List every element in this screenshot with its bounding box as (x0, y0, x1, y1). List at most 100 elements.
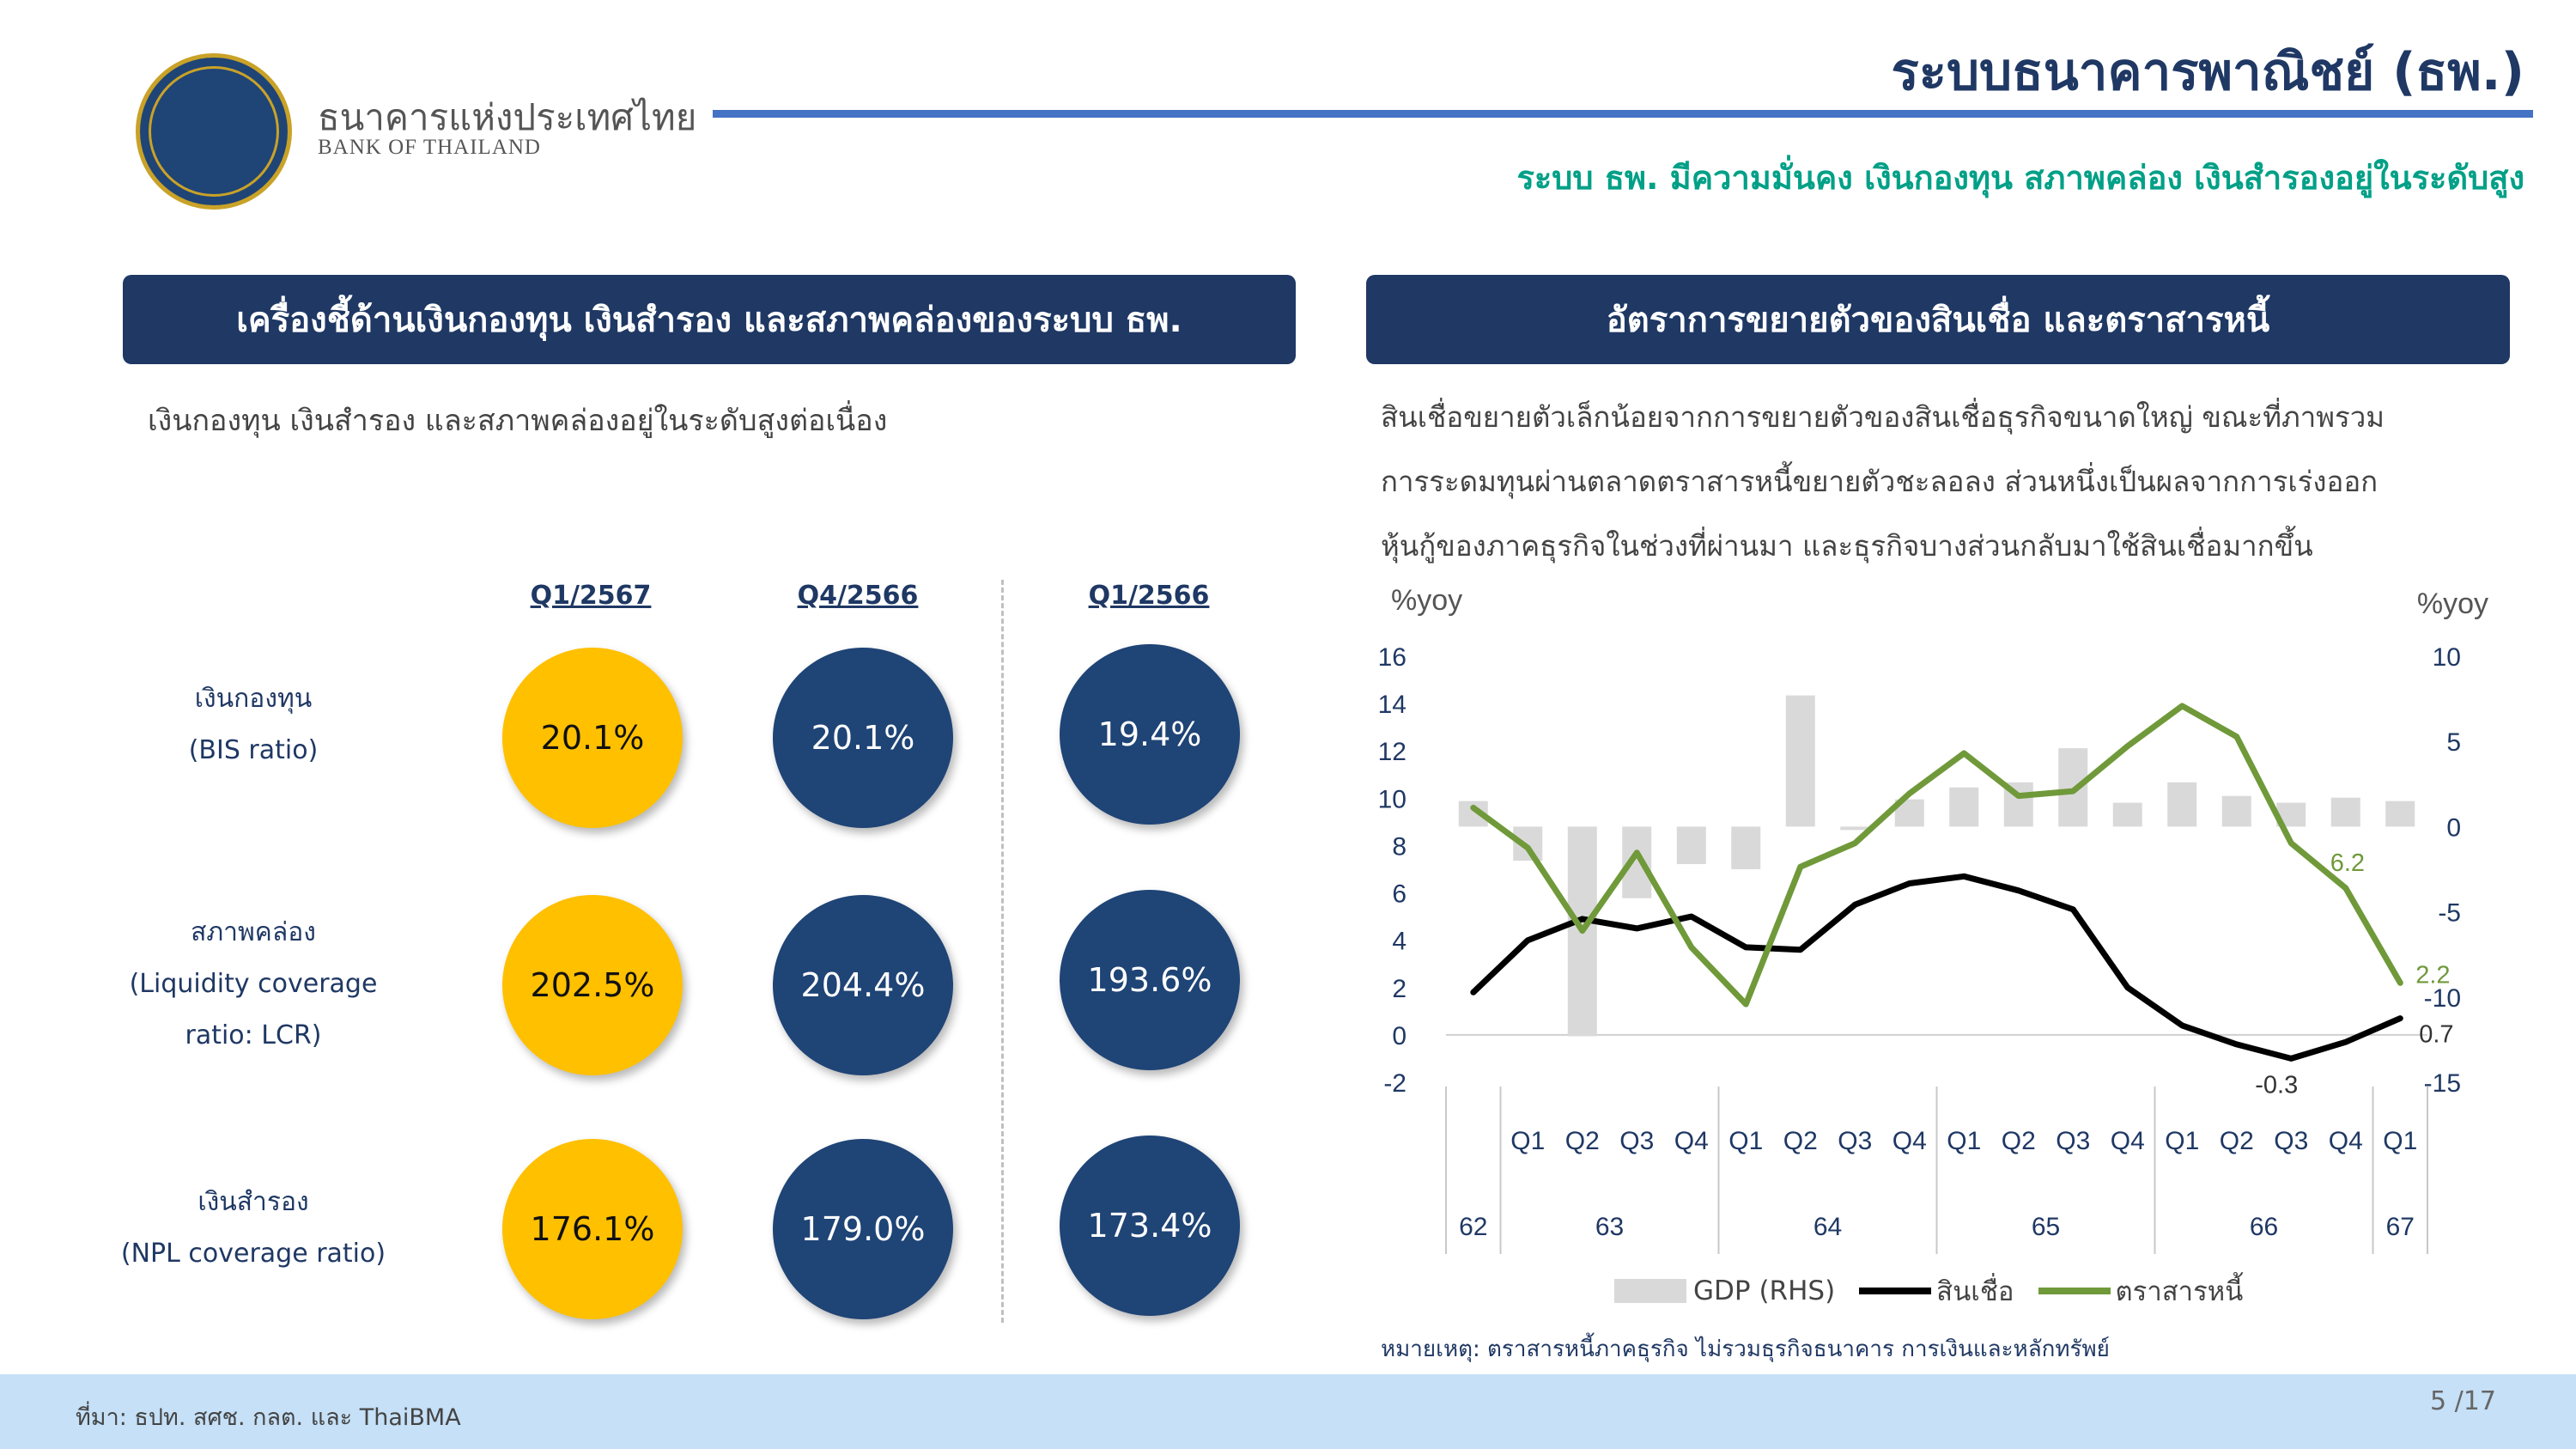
x-quarter-label: Q4 (1893, 1127, 1927, 1155)
row-label-liquidity: สภาพคล่อง (Liquidity coverage ratio: LCR… (82, 907, 425, 1062)
column-header-q1-2567: Q1/2567 (530, 581, 652, 611)
data-label: -0.3 (2255, 1071, 2298, 1099)
x-quarter-label: Q2 (1565, 1127, 1600, 1155)
y-left-tick-label: 14 (1378, 691, 1406, 719)
page-number: 5 /17 (2430, 1386, 2496, 1416)
left-panel-intro: เงินกองทุน เงินสำรอง และสภาพคล่องอยู่ในร… (148, 404, 888, 438)
x-quarter-label: Q1 (1728, 1127, 1763, 1155)
page-subtitle: ระบบ ธพ. มีความมั่นคง เงินกองทุน สภาพคล่… (1516, 159, 2524, 197)
loan-bond-growth-chart: %yoy %yoy1614121086420-21050-5-10-156.22.… (1378, 584, 2488, 1254)
x-quarter-label: Q4 (2111, 1127, 2145, 1155)
bank-logo (136, 53, 292, 210)
capital-q4-2566-bubble: 20.1% (773, 648, 953, 828)
y-left-axis-title: %yoy (1391, 584, 1462, 617)
chart-legend: GDP (RHS) สินเชื่อ ตราสารหนี้ (1614, 1269, 2267, 1312)
x-quarter-label: Q3 (1619, 1127, 1654, 1155)
gdp-bar (1949, 787, 1979, 827)
bonds-line (1470, 703, 2403, 1008)
gdp-bar (2112, 802, 2142, 827)
row-label-line: (Liquidity coverage (129, 969, 378, 999)
y-right-tick-label: 5 (2446, 728, 2461, 757)
chart-note: หมายเหตุ: ตราสารหนี้ภาคธุรกิจ ไม่รวมธุรก… (1381, 1336, 2110, 1362)
column-separator (1001, 580, 1004, 1323)
y-right-axis-title: %yoy (2417, 588, 2488, 620)
bank-name-en: BANK OF THAILAND (318, 136, 541, 159)
row-label-capital: เงินกองทุน (BIS ratio) (82, 673, 425, 776)
x-year-label: 62 (1459, 1213, 1487, 1241)
x-year-label: 64 (1814, 1213, 1842, 1241)
x-year-label: 63 (1595, 1213, 1624, 1241)
y-right-tick-label: 0 (2446, 813, 2461, 842)
y-left-tick-label: 8 (1392, 832, 1406, 861)
legend-gdp-swatch (1614, 1279, 1686, 1303)
row-label-line: สภาพคล่อง (191, 917, 316, 947)
loans-line (1470, 873, 2403, 1062)
legend-loans: สินเชื่อ (1859, 1269, 2014, 1312)
x-quarter-label: Q3 (1838, 1127, 1872, 1155)
legend-bonds: ตราสารหนี้ (2038, 1269, 2243, 1312)
x-quarter-label: Q4 (1674, 1127, 1709, 1155)
x-quarter-label: Q1 (1510, 1127, 1545, 1155)
data-label: 6.2 (2330, 849, 2365, 877)
y-left-tick-label: 16 (1378, 643, 1406, 672)
liquidity-q1-2566-bubble: 193.6% (1060, 890, 1240, 1070)
legend-loans-swatch (1859, 1288, 1932, 1294)
y-left-tick-label: -2 (1383, 1069, 1406, 1098)
y-right-tick-label: -15 (2424, 1069, 2461, 1098)
row-label-reserve: เงินสำรอง (NPL coverage ratio) (82, 1177, 425, 1280)
x-quarter-label: Q1 (2165, 1127, 2199, 1155)
y-left-tick-label: 4 (1392, 928, 1406, 956)
right-panel-header: อัตราการขยายตัวของสินเชื่อ และตราสารหนี้ (1366, 275, 2510, 364)
y-right-tick-label: 10 (2433, 643, 2461, 672)
x-quarter-label: Q2 (2002, 1127, 2036, 1155)
y-left-tick-label: 10 (1378, 785, 1406, 813)
reserve-q1-2567-bubble: 176.1% (502, 1139, 683, 1319)
bank-name-th: ธนาคารแห่งประเทศไทย (318, 96, 697, 138)
right-panel-intro: สินเชื่อขยายตัวเล็กน้อยจากการขยายตัวของส… (1381, 385, 2523, 578)
row-label-line: เงินกองทุน (194, 684, 313, 714)
x-quarter-label: Q1 (1947, 1127, 1981, 1155)
y-right-tick-label: -10 (2424, 984, 2461, 1013)
x-quarter-label: Q4 (2329, 1127, 2363, 1155)
row-label-line: เงินสำรอง (197, 1187, 309, 1217)
y-left-tick-label: 6 (1392, 880, 1406, 909)
capital-q1-2567-bubble: 20.1% (502, 648, 683, 828)
x-quarter-label: Q3 (2274, 1127, 2308, 1155)
reserve-q1-2566-bubble: 173.4% (1060, 1135, 1240, 1316)
row-label-line: (BIS ratio) (188, 735, 319, 765)
capital-q1-2566-bubble: 19.4% (1060, 644, 1240, 825)
x-quarter-label: Q2 (1783, 1127, 1818, 1155)
intro-line: หุ้นกู้ของภาคธุรกิจในช่วงที่ผ่านมา และธุ… (1381, 529, 2313, 563)
data-label: 2.2 (2415, 961, 2450, 989)
gdp-bar (2221, 795, 2251, 827)
y-left-tick-label: 2 (1392, 975, 1406, 1003)
gdp-bar (1676, 826, 1706, 865)
source-note: ที่มา: ธปท. สศช. กลต. และ ThaiBMA (76, 1404, 461, 1431)
row-label-line: ratio: LCR) (185, 1020, 322, 1050)
legend-loans-label: สินเชื่อ (1936, 1276, 2014, 1307)
gdp-bar (2167, 782, 2197, 827)
gdp-bar (1840, 826, 1870, 831)
title-divider (713, 110, 2533, 118)
y-left-tick-label: 0 (1392, 1022, 1406, 1050)
x-year-label: 67 (2386, 1213, 2415, 1241)
gdp-bar (1731, 826, 1761, 869)
legend-gdp-label: GDP (RHS) (1693, 1275, 1836, 1306)
page-title: ระบบธนาคารพาณิชย์ (ธพ.) (1891, 42, 2525, 102)
data-label: 0.7 (2419, 1021, 2453, 1049)
column-header-q4-2566: Q4/2566 (797, 581, 919, 611)
liquidity-q4-2566-bubble: 204.4% (773, 895, 953, 1075)
y-right-tick-label: -5 (2438, 899, 2461, 928)
intro-line: สินเชื่อขยายตัวเล็กน้อยจากการขยายตัวของส… (1381, 400, 2385, 434)
reserve-q4-2566-bubble: 179.0% (773, 1139, 953, 1319)
x-quarter-label: Q2 (2220, 1127, 2254, 1155)
gdp-bar (2385, 801, 2415, 827)
x-year-label: 65 (2032, 1213, 2060, 1241)
x-year-label: 66 (2250, 1213, 2278, 1241)
liquidity-q1-2567-bubble: 202.5% (502, 895, 683, 1075)
legend-gdp: GDP (RHS) (1614, 1275, 1835, 1306)
gdp-bar (2330, 797, 2360, 827)
intro-line: การระดมทุนผ่านตลาดตราสารหนี้ขยายตัวชะลอล… (1381, 465, 2379, 498)
x-quarter-label: Q3 (2056, 1127, 2090, 1155)
x-quarter-label: Q1 (2383, 1127, 2417, 1155)
